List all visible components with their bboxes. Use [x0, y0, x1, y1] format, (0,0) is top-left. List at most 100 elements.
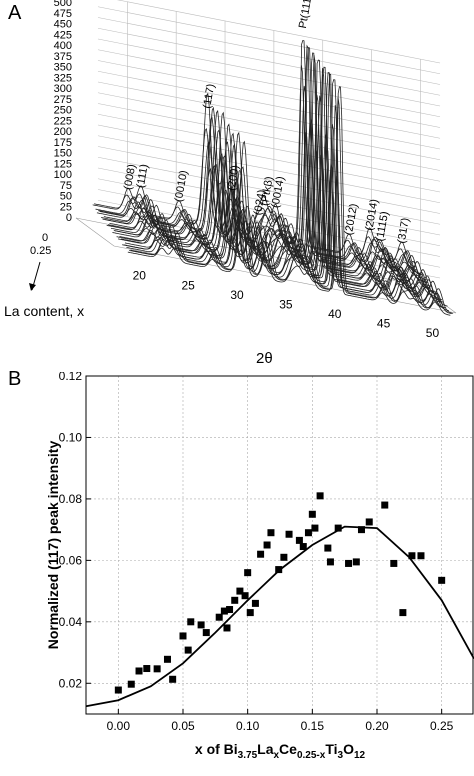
- peak-label: (008): [122, 163, 138, 190]
- data-point: [299, 543, 307, 551]
- grid-line-y: [97, 135, 441, 204]
- y-tick-label: 500: [54, 0, 72, 9]
- data-point: [244, 569, 252, 577]
- grid-line-y: [97, 17, 441, 85]
- grid-line-y: [97, 27, 441, 96]
- spectrum-trace: [95, 85, 419, 273]
- data-point: [357, 526, 365, 534]
- data-point: [399, 609, 407, 617]
- y-tick-label: 225: [54, 115, 72, 127]
- grid-line-y: [97, 167, 441, 236]
- data-point: [381, 501, 389, 509]
- x-tick-label: 45: [377, 317, 391, 331]
- x-axis-label: x of Bi3.75LaxCe0.25-xTi3O12: [195, 741, 366, 761]
- data-point: [236, 587, 244, 595]
- panel-label-b: B: [8, 368, 22, 390]
- y-tick-label: 0.06: [59, 553, 83, 567]
- y-tick-label: 275: [54, 94, 72, 106]
- data-point: [135, 667, 143, 675]
- fit-curve: [85, 525, 474, 708]
- plot-3d: 0255075100125150175200225250275300325350…: [4, 0, 457, 367]
- data-point: [324, 544, 332, 552]
- grid-line-y: [97, 70, 441, 139]
- x-tick-label: 0.25: [430, 719, 454, 733]
- peak-label: (0010): [173, 169, 190, 202]
- x-tick-label: 0.05: [171, 719, 195, 733]
- spectrum-trace: [101, 122, 424, 281]
- data-point: [316, 492, 324, 500]
- data-point: [295, 536, 303, 544]
- data-point: [408, 552, 416, 560]
- grid-line-y: [97, 49, 441, 118]
- grid-line-y: [97, 178, 441, 247]
- y-axis-label: Normalized (117) peak intensity: [45, 441, 61, 650]
- x-tick-label: 50: [426, 326, 440, 340]
- peak-label: (200): [226, 164, 242, 191]
- data-point: [308, 510, 316, 518]
- y-tick-label: 425: [54, 29, 72, 41]
- x-tick-label: 35: [279, 297, 293, 311]
- xrd-3d-chart: 0255075100125150175200225250275300325350…: [4, 0, 457, 367]
- trace-group: [92, 40, 454, 316]
- data-point: [169, 675, 177, 683]
- data-point: [226, 606, 234, 614]
- peak-label: (2014): [363, 198, 380, 231]
- spectrum-trace: [106, 147, 430, 289]
- peak-label: (2012): [343, 203, 360, 236]
- data-point: [345, 559, 353, 567]
- y-tick-label: 150: [54, 148, 72, 160]
- y-tick-label: 50: [60, 191, 72, 203]
- x-tick-label: 20: [133, 269, 147, 283]
- peak-label: (117): [201, 83, 217, 110]
- peak-label: (0014): [270, 176, 287, 209]
- peak-label: (024): [252, 189, 268, 216]
- x-tick-label: 40: [328, 307, 342, 321]
- y-tick-label: 75: [60, 180, 72, 192]
- y-tick-label: 125: [54, 158, 72, 170]
- data-point: [285, 530, 293, 538]
- data-point: [390, 559, 398, 567]
- peak-label: (317): [396, 217, 412, 244]
- data-point: [153, 665, 161, 673]
- data-point: [143, 665, 151, 673]
- spectrum-trace: [122, 163, 445, 309]
- data-point: [365, 518, 373, 526]
- grid-line-y: [97, 81, 441, 150]
- y-tick-label: 175: [54, 137, 72, 149]
- z-axis-arrowhead: [29, 283, 36, 291]
- data-point: [231, 596, 239, 604]
- data-point: [179, 632, 187, 640]
- grid-line-y: [97, 146, 441, 214]
- z-axis-label: La content, x: [4, 303, 84, 319]
- y-tick-label: 250: [54, 105, 72, 117]
- y-tick-label: 0.02: [59, 676, 83, 690]
- grid-line-y: [97, 92, 441, 161]
- data-point: [187, 618, 195, 626]
- peak-label: (111): [135, 163, 151, 189]
- y-tick-label: 450: [54, 19, 72, 31]
- peak-label: (1115): [374, 210, 391, 242]
- grid-line-y: [97, 6, 441, 75]
- spectrum-trace: [92, 65, 416, 269]
- spectrum-trace: [112, 154, 435, 296]
- data-point: [267, 529, 275, 537]
- y-tick-label: 475: [54, 8, 72, 20]
- peak-label: Pt(111): [297, 0, 315, 29]
- y-tick-label: 0.10: [59, 430, 83, 444]
- x-tick-label: 0.10: [236, 719, 260, 733]
- x-tick-label: 0.15: [301, 719, 325, 733]
- spectrum-trace: [126, 105, 449, 311]
- data-point: [127, 680, 135, 688]
- data-point: [334, 524, 342, 532]
- data-point: [202, 629, 210, 637]
- y-tick-label: 0.08: [59, 492, 83, 506]
- data-point: [215, 613, 223, 621]
- plot-area: 0.00 0.05 0.10 0.15 0.20 0.25 0.02 0.04 0.06 0.08…: [59, 372, 474, 733]
- grid-line-y: [97, 113, 441, 182]
- y-tick-label: 0.04: [59, 615, 83, 629]
- y-tick-label: 0: [66, 212, 72, 224]
- y-tick-label: 200: [54, 126, 72, 138]
- data-point: [114, 686, 122, 694]
- y-tick-label: 375: [54, 51, 72, 63]
- data-point: [352, 558, 360, 566]
